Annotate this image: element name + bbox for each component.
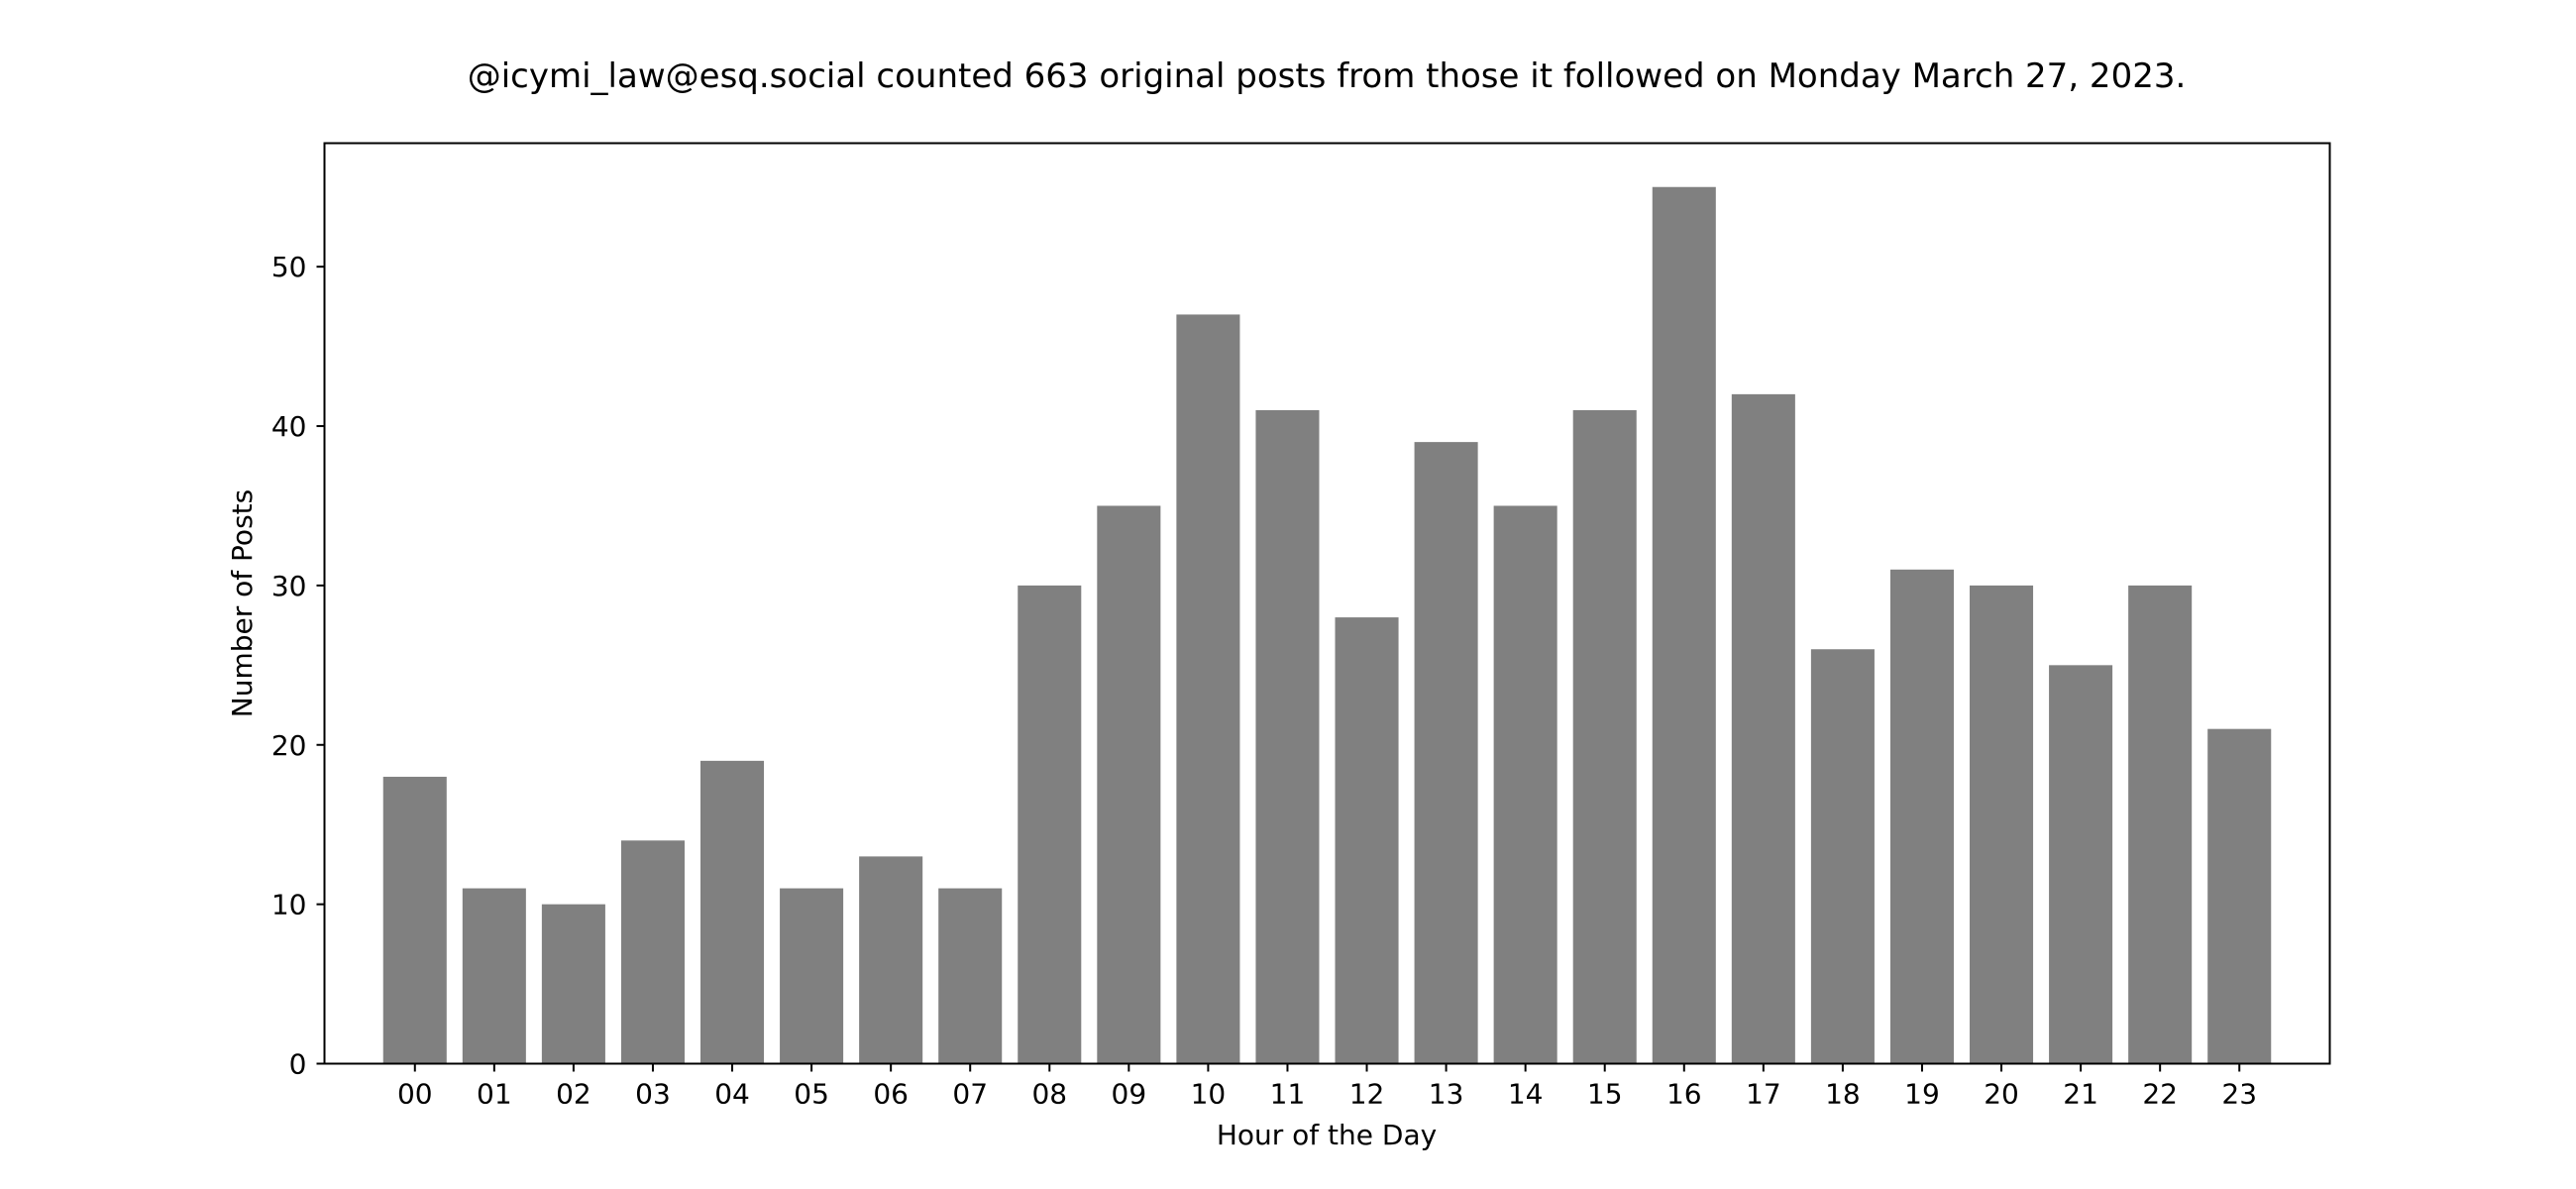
x-tick-label-03: 03 bbox=[635, 1078, 671, 1111]
bar-17 bbox=[1731, 393, 1795, 1064]
bars-layer bbox=[382, 186, 2272, 1064]
bar-23 bbox=[2207, 728, 2272, 1064]
x-tick-label-06: 06 bbox=[873, 1078, 909, 1111]
x-tick-label-11: 11 bbox=[1270, 1078, 1306, 1111]
x-axis: 00 01 02 03 04 05 06 07 08 09 10 11 12 13 14 15 16 17 18 19… bbox=[397, 1063, 2257, 1111]
plot-frame bbox=[323, 142, 2331, 1065]
y-tick-label-0: 0 bbox=[289, 1048, 307, 1081]
x-tick-label-02: 02 bbox=[556, 1078, 591, 1111]
y-axis: 0 10 20 30 40 50 bbox=[271, 251, 325, 1081]
x-tick-label-14: 14 bbox=[1508, 1078, 1544, 1111]
bar-14 bbox=[1493, 505, 1557, 1064]
bar-00 bbox=[382, 776, 447, 1064]
bar-04 bbox=[700, 760, 765, 1064]
y-tick-label-50: 50 bbox=[271, 251, 307, 283]
x-tick-label-15: 15 bbox=[1587, 1078, 1623, 1111]
bar-19 bbox=[1889, 569, 1954, 1064]
bar-16 bbox=[1652, 186, 1716, 1064]
x-tick-label-08: 08 bbox=[1031, 1078, 1067, 1111]
x-tick-label-16: 16 bbox=[1666, 1078, 1702, 1111]
chart-title: @icymi_law@esq.social counted 663 origin… bbox=[468, 56, 2187, 96]
x-tick-label-01: 01 bbox=[477, 1078, 512, 1111]
x-tick-label-10: 10 bbox=[1191, 1078, 1227, 1111]
bar-06 bbox=[859, 856, 923, 1064]
bar-20 bbox=[1970, 585, 2034, 1064]
bar-01 bbox=[462, 888, 526, 1064]
x-tick-label-20: 20 bbox=[1984, 1078, 2019, 1111]
bar-03 bbox=[620, 840, 685, 1064]
x-tick-label-19: 19 bbox=[1904, 1078, 1940, 1111]
bar-21 bbox=[2049, 665, 2113, 1064]
x-tick-label-12: 12 bbox=[1349, 1078, 1385, 1111]
y-tick-label-10: 10 bbox=[271, 889, 307, 921]
bar-13 bbox=[1414, 442, 1478, 1064]
x-tick-label-09: 09 bbox=[1112, 1078, 1147, 1111]
bar-02 bbox=[541, 904, 605, 1064]
bar-12 bbox=[1335, 617, 1399, 1064]
x-tick-label-07: 07 bbox=[952, 1078, 988, 1111]
x-tick-label-22: 22 bbox=[2142, 1078, 2178, 1111]
bar-18 bbox=[1810, 649, 1875, 1064]
bar-11 bbox=[1255, 409, 1320, 1064]
x-tick-label-18: 18 bbox=[1825, 1078, 1861, 1111]
y-tick-label-30: 30 bbox=[271, 570, 307, 602]
x-tick-label-00: 00 bbox=[397, 1078, 433, 1111]
bar-10 bbox=[1176, 314, 1240, 1064]
bar-09 bbox=[1097, 505, 1161, 1064]
x-axis-label: Hour of the Day bbox=[1217, 1119, 1437, 1151]
x-tick-label-13: 13 bbox=[1429, 1078, 1464, 1111]
y-axis-label: Number of Posts bbox=[226, 489, 259, 717]
x-tick-label-17: 17 bbox=[1746, 1078, 1781, 1111]
x-tick-label-21: 21 bbox=[2063, 1078, 2098, 1111]
bar-15 bbox=[1572, 409, 1637, 1064]
bar-08 bbox=[1018, 585, 1082, 1064]
x-tick-label-23: 23 bbox=[2221, 1078, 2257, 1111]
bar-05 bbox=[780, 888, 844, 1064]
y-tick-label-40: 40 bbox=[271, 410, 307, 443]
x-tick-label-04: 04 bbox=[714, 1078, 750, 1111]
y-tick-label-20: 20 bbox=[271, 729, 307, 762]
x-tick-label-05: 05 bbox=[794, 1078, 829, 1111]
bar-22 bbox=[2128, 585, 2193, 1064]
bar-07 bbox=[938, 888, 1003, 1064]
